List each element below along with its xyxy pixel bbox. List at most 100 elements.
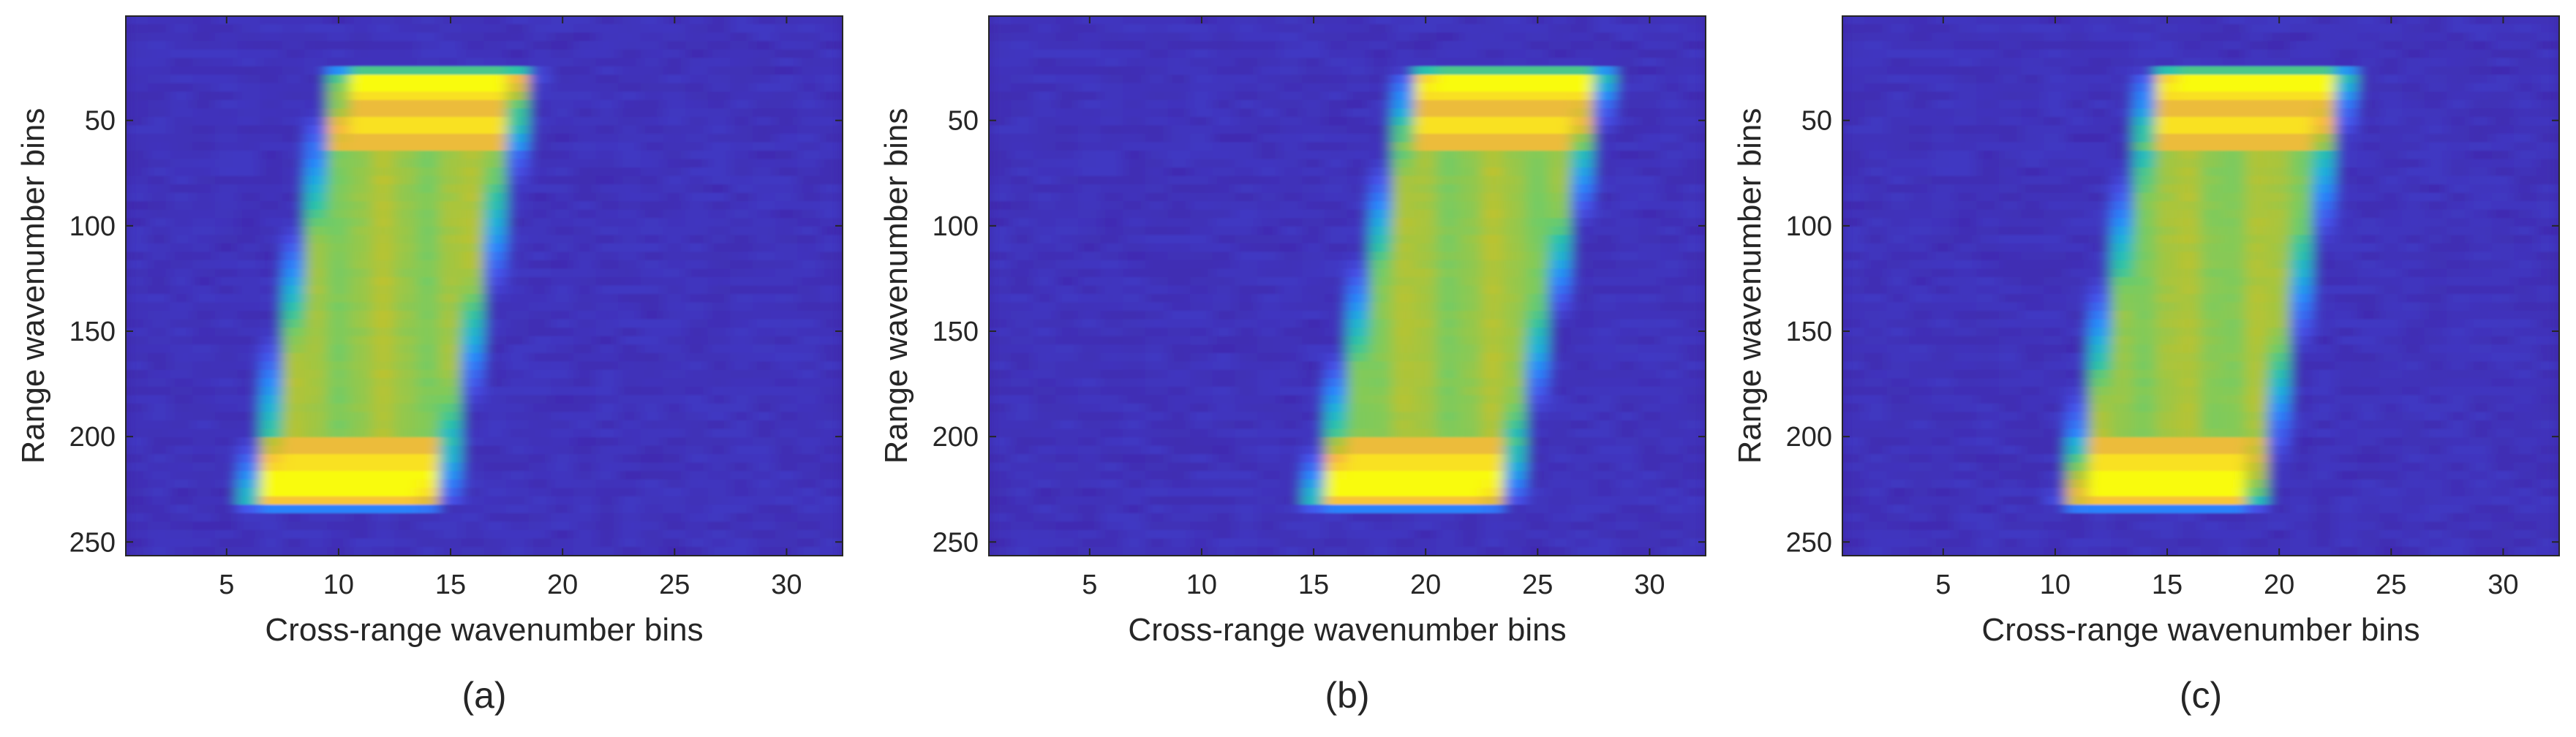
heatmap-cell xyxy=(1481,175,1504,186)
heatmap-cell xyxy=(1864,91,1888,101)
heatmap-cell xyxy=(192,167,216,177)
heatmap-cell xyxy=(1100,529,1124,540)
heatmap-cell xyxy=(753,454,776,464)
heatmap-cell xyxy=(595,58,619,67)
heatmap-cell xyxy=(1570,546,1594,556)
heatmap-cell xyxy=(1100,243,1124,253)
heatmap-cell xyxy=(685,75,709,84)
heatmap-cell xyxy=(439,529,462,540)
heatmap-cell xyxy=(1145,201,1169,211)
heatmap-cell xyxy=(1100,58,1124,67)
heatmap-cell xyxy=(1593,32,1616,42)
heatmap-cell xyxy=(1145,268,1169,278)
heatmap-cell xyxy=(506,386,530,396)
heatmap-cell xyxy=(1526,151,1550,160)
heatmap-cell xyxy=(2044,66,2067,76)
heatmap-cell xyxy=(528,294,552,303)
heatmap-cell xyxy=(1570,462,1594,472)
heatmap-cell xyxy=(640,529,664,540)
heatmap-cell xyxy=(595,361,619,371)
heatmap-cell xyxy=(1369,504,1393,514)
heatmap-cell xyxy=(260,91,283,101)
heatmap-cell xyxy=(1235,235,1258,244)
heatmap-cell xyxy=(1638,319,1662,329)
heatmap-cell xyxy=(1886,192,1910,203)
heatmap-cell xyxy=(1391,243,1415,253)
heatmap-cell xyxy=(685,151,709,160)
heatmap-cell xyxy=(1436,75,1460,84)
heatmap-cell xyxy=(1369,159,1393,169)
heatmap-cell xyxy=(126,91,149,101)
heatmap-cell xyxy=(2065,66,2090,76)
heatmap-cell xyxy=(126,252,149,261)
heatmap-cell xyxy=(1932,226,1955,236)
heatmap-cell xyxy=(2290,192,2313,203)
heatmap-cell xyxy=(1548,538,1572,548)
heatmap-cell xyxy=(1212,58,1236,67)
heatmap-cell xyxy=(707,285,731,295)
heatmap-cell xyxy=(1616,403,1639,413)
heatmap-cell xyxy=(753,49,776,59)
heatmap-cell xyxy=(349,412,373,421)
heatmap-cell xyxy=(775,58,799,67)
heatmap-cell xyxy=(1503,32,1527,42)
heatmap-cell xyxy=(1526,369,1550,379)
heatmap-cell xyxy=(1842,16,1866,26)
heatmap-cell xyxy=(1436,175,1460,186)
heatmap-cell xyxy=(1526,386,1550,396)
heatmap-cell xyxy=(618,260,641,270)
heatmap-cell xyxy=(1660,319,1684,329)
heatmap-cell xyxy=(1212,403,1236,413)
heatmap-cell xyxy=(1503,192,1527,203)
heatmap-cell xyxy=(2088,218,2112,227)
heatmap-cell xyxy=(1998,49,2022,59)
heatmap-cell xyxy=(372,395,395,404)
heatmap-cell xyxy=(2155,209,2179,219)
heatmap-cell xyxy=(1503,454,1527,464)
heatmap-cell xyxy=(1302,504,1325,514)
heatmap-cell xyxy=(1145,108,1169,118)
heatmap-cell xyxy=(1436,386,1460,396)
heatmap-cell xyxy=(775,268,799,278)
heatmap-cell xyxy=(753,16,776,26)
heatmap-cell xyxy=(775,91,799,101)
heatmap-cell xyxy=(1842,159,1866,169)
heatmap-cell xyxy=(1369,521,1393,531)
heatmap-cell xyxy=(2088,192,2112,203)
heatmap-cell xyxy=(595,538,619,548)
heatmap-cell xyxy=(1458,175,1483,186)
heatmap-cell xyxy=(416,369,440,379)
heatmap-cell xyxy=(349,294,373,303)
heatmap-cell xyxy=(1100,75,1124,84)
heatmap-cell xyxy=(1235,319,1258,329)
heatmap-cell xyxy=(2177,58,2202,67)
heatmap-cell xyxy=(1593,319,1616,329)
heatmap-cell xyxy=(1660,504,1684,514)
heatmap-cell xyxy=(2357,192,2381,203)
heatmap-cell xyxy=(1436,395,1460,404)
heatmap-cell xyxy=(260,226,283,236)
heatmap-cell xyxy=(282,16,306,26)
heatmap-cell xyxy=(618,133,641,143)
heatmap-cell xyxy=(237,428,261,439)
heatmap-cell xyxy=(282,504,306,514)
heatmap-cell xyxy=(394,192,418,203)
heatmap-cell xyxy=(416,268,440,278)
heatmap-cell xyxy=(483,352,508,363)
heatmap-cell xyxy=(483,437,508,447)
heatmap-cell xyxy=(2065,99,2090,110)
heatmap-cell xyxy=(372,218,395,227)
heatmap-cell xyxy=(2447,91,2470,101)
heatmap-cell xyxy=(506,395,530,404)
heatmap-cell xyxy=(1570,352,1594,363)
heatmap-cell xyxy=(1682,125,1706,135)
heatmap-cell xyxy=(1548,428,1572,439)
heatmap-cell xyxy=(2267,159,2291,169)
heatmap-cell xyxy=(819,420,843,430)
heatmap-cell xyxy=(1481,403,1504,413)
heatmap-cell xyxy=(2290,58,2313,67)
heatmap-cell xyxy=(2402,125,2425,135)
heatmap-cell xyxy=(1458,454,1483,464)
heatmap-cell xyxy=(2044,41,2067,50)
heatmap-cell xyxy=(2177,75,2202,84)
